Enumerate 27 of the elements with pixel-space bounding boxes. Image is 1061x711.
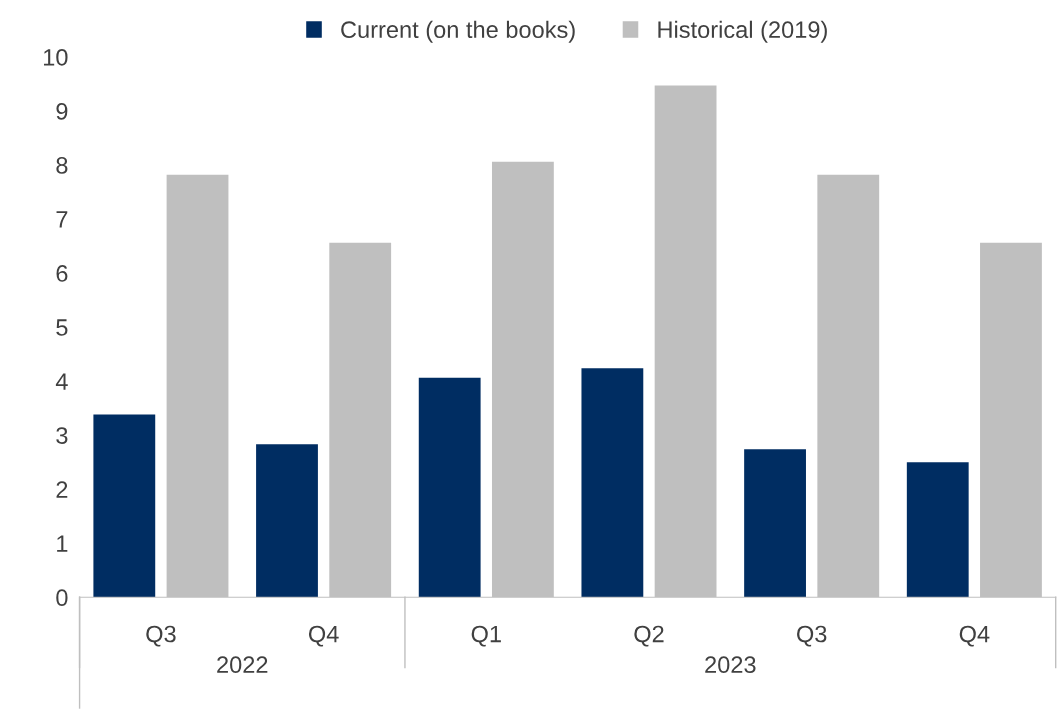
y-tick-label: 9: [56, 102, 68, 120]
text: 2023: [705, 656, 756, 674]
y-tick-label: 4: [55, 373, 68, 390]
y-tick-label: 5: [56, 319, 68, 336]
y-tick-label: 1: [57, 535, 68, 552]
y-tick-label: 0: [56, 589, 68, 607]
bar: [581, 368, 644, 598]
legend-label: Historical (2019): [658, 20, 827, 43]
y-tick-label: 3: [56, 427, 68, 444]
bar: [744, 449, 806, 598]
bar: [418, 377, 481, 598]
x-tick-label: Q4: [959, 625, 990, 647]
x-tick-label: Q2: [634, 625, 664, 647]
text: 2022: [217, 656, 268, 674]
bar: [93, 414, 156, 598]
x-tick-label: Q1: [471, 625, 501, 647]
y-tick-label: 2: [56, 481, 68, 498]
y-tick-label: 6: [56, 265, 68, 282]
x-tick-label: Q4: [308, 625, 339, 647]
bar: [906, 462, 969, 598]
x-tick-label: Q3: [797, 625, 827, 647]
y-tick-label: 10: [44, 48, 68, 66]
legend-label: Current (on the books): [341, 20, 575, 43]
y-tick-label: 8: [56, 157, 68, 174]
x-tick-label: Q3: [146, 625, 176, 647]
bar: [256, 444, 318, 598]
y-tick-label: 7: [56, 211, 68, 228]
